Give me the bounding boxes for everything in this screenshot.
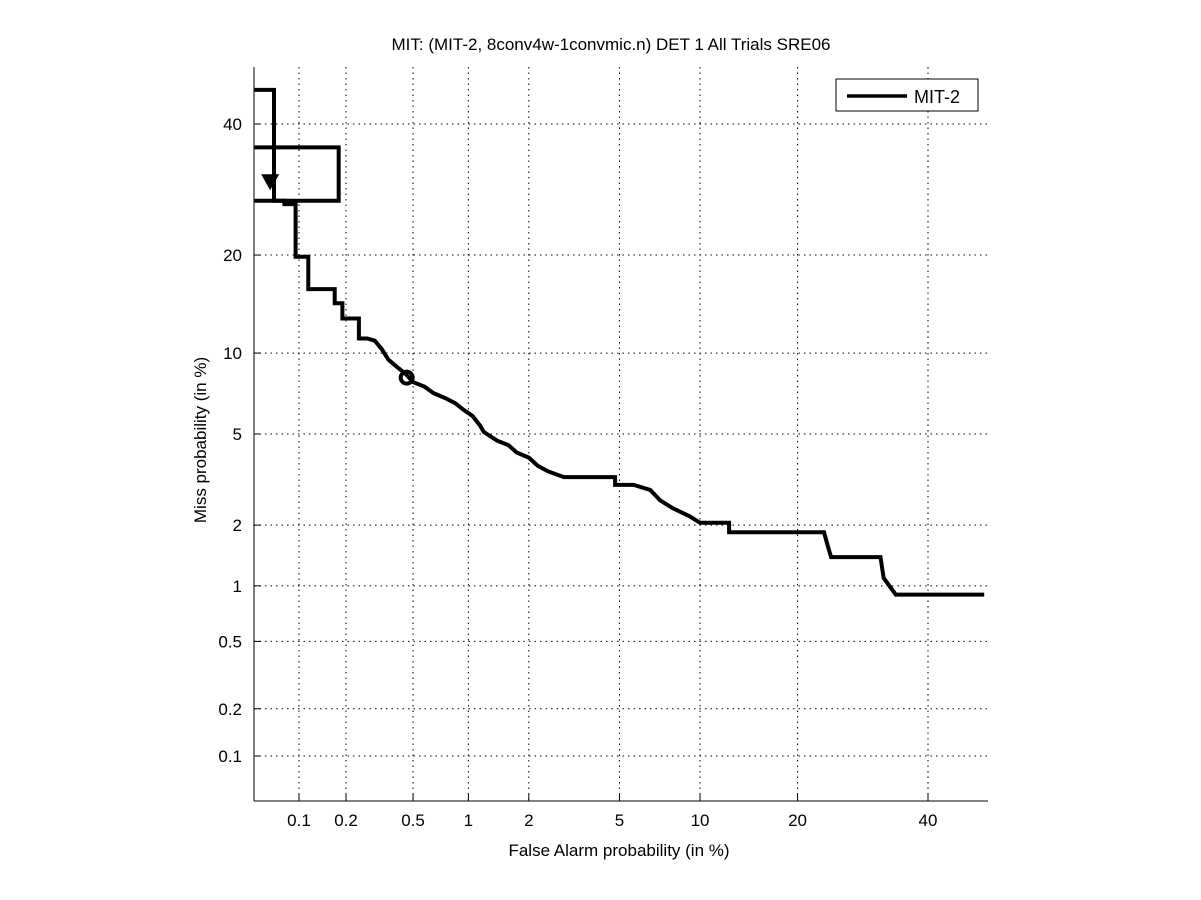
annotations	[254, 145, 415, 386]
legend-label-mit-2: MIT-2	[914, 87, 960, 107]
y-tick-label: 2	[233, 516, 242, 535]
x-tick-labels: 0.1 0.2 0.5 1 2 5 10 20 40	[287, 811, 937, 830]
series-line-mit-2	[254, 87, 985, 597]
x-tick-label: 0.1	[287, 811, 311, 830]
x-axis-label: False Alarm probability (in %)	[508, 841, 729, 860]
ticks	[253, 67, 988, 802]
x-tick-label: 10	[691, 811, 710, 830]
down-triangle-marker	[261, 174, 280, 191]
x-tick-label: 40	[919, 811, 938, 830]
y-tick-label: 0.1	[218, 747, 242, 766]
x-tick-label: 1	[464, 811, 473, 830]
x-tick-label: 5	[615, 811, 624, 830]
x-tick-label: 0.2	[334, 811, 358, 830]
legend: MIT-2	[835, 78, 979, 112]
x-tick-label: 20	[788, 811, 807, 830]
y-tick-label: 20	[223, 246, 242, 265]
y-tick-label: 0.5	[218, 632, 242, 651]
y-tick-label: 1	[233, 577, 242, 596]
series	[254, 87, 985, 597]
y-tick-labels: 0.1 0.2 0.5 1 2 5 10 20 40	[218, 115, 242, 766]
y-tick-label: 0.2	[218, 700, 242, 719]
y-tick-label: 40	[223, 115, 242, 134]
y-tick-label: 5	[233, 425, 242, 444]
y-tick-label: 10	[223, 344, 242, 363]
y-axis-label: Miss probability (in %)	[191, 357, 210, 523]
grid	[254, 67, 988, 801]
x-tick-label: 0.5	[401, 811, 425, 830]
confidence-box	[254, 145, 341, 203]
chart-title: MIT: (MIT-2, 8conv4w-1convmic.n) DET 1 A…	[392, 35, 831, 54]
x-tick-label: 2	[524, 811, 533, 830]
min-dcf-point	[398, 369, 415, 386]
